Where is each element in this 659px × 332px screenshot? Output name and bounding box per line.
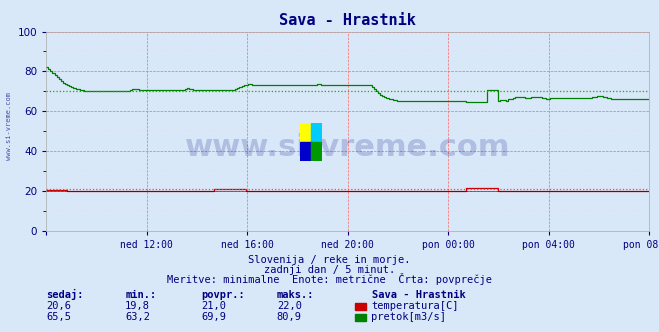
Bar <box>300 142 311 161</box>
Text: sedaj:: sedaj: <box>46 289 84 300</box>
Text: Sava - Hrastnik: Sava - Hrastnik <box>372 290 466 300</box>
Title: Sava - Hrastnik: Sava - Hrastnik <box>279 13 416 28</box>
Text: 80,9: 80,9 <box>277 312 302 322</box>
Text: povpr.:: povpr.: <box>201 290 244 300</box>
Text: 65,5: 65,5 <box>46 312 71 322</box>
Text: pretok[m3/s]: pretok[m3/s] <box>371 312 446 322</box>
Bar <box>300 123 311 142</box>
Bar <box>311 123 322 142</box>
Text: maks.:: maks.: <box>277 290 314 300</box>
Bar <box>311 142 322 161</box>
Text: www.si-vreme.com: www.si-vreme.com <box>5 92 12 160</box>
Text: 69,9: 69,9 <box>201 312 226 322</box>
Text: 22,0: 22,0 <box>277 301 302 311</box>
Text: 20,6: 20,6 <box>46 301 71 311</box>
Text: 19,8: 19,8 <box>125 301 150 311</box>
Text: www.si-vreme.com: www.si-vreme.com <box>185 132 510 162</box>
Text: 21,0: 21,0 <box>201 301 226 311</box>
Text: Slovenija / reke in morje.: Slovenija / reke in morje. <box>248 255 411 265</box>
Text: Meritve: minimalne  Enote: metrične  Črta: povprečje: Meritve: minimalne Enote: metrične Črta:… <box>167 273 492 285</box>
Text: 63,2: 63,2 <box>125 312 150 322</box>
Text: zadnji dan / 5 minut.: zadnji dan / 5 minut. <box>264 265 395 275</box>
Text: temperatura[C]: temperatura[C] <box>371 301 459 311</box>
Text: min.:: min.: <box>125 290 156 300</box>
